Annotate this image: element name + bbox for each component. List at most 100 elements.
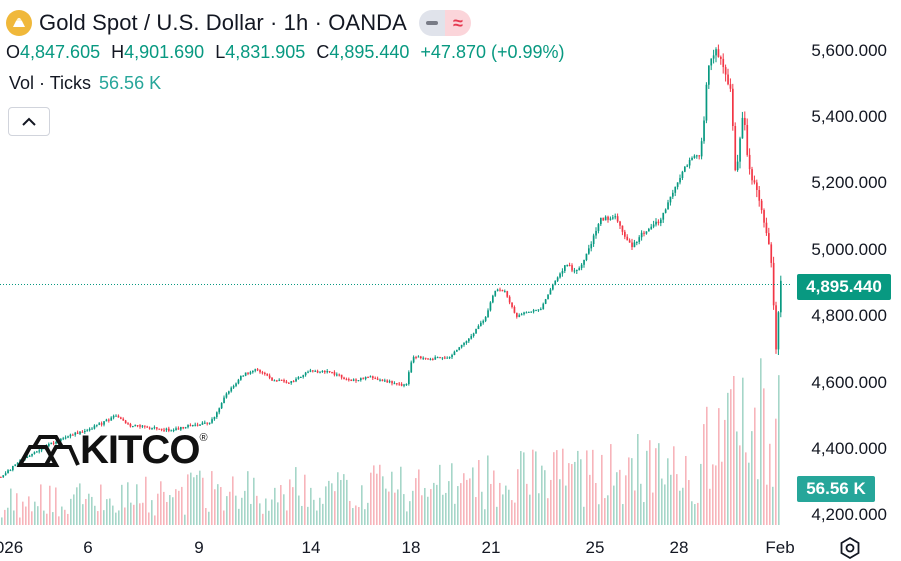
registered-mark: ® (199, 432, 208, 444)
volume-bar (67, 513, 69, 525)
candle-body (304, 372, 307, 376)
volume-bar (196, 474, 198, 525)
volume-bar (544, 470, 546, 525)
candle-body (67, 436, 69, 438)
candle-body (213, 416, 216, 420)
volume-bar (121, 484, 123, 525)
volume-bar (589, 474, 591, 525)
volume-bar (259, 503, 261, 525)
candle-body (477, 325, 480, 330)
volume-bar (646, 450, 648, 525)
candle-body (674, 186, 677, 193)
volume-bar (376, 473, 378, 525)
volume-bar (472, 467, 474, 525)
candle-body (252, 370, 254, 373)
volume-bar (664, 484, 666, 525)
volume-bar (649, 440, 651, 525)
candle-body (110, 417, 113, 421)
candle-body (681, 171, 684, 179)
candle-body (700, 141, 703, 157)
volume-bar (250, 503, 252, 525)
volume-bar (142, 502, 144, 525)
volume-bar (736, 431, 738, 525)
price-tick: 4,800.000 (811, 306, 887, 325)
high-label: H (111, 42, 125, 62)
candle-body (504, 291, 506, 293)
gold-symbol-icon[interactable] (6, 10, 32, 36)
volume-bar (679, 490, 681, 525)
volume-bar (718, 408, 720, 525)
volume-bar (532, 449, 534, 525)
candle-body (264, 372, 266, 375)
candle-body (444, 357, 446, 359)
volume-bar (766, 484, 768, 525)
volume-bar (400, 466, 402, 525)
wave-icon[interactable]: ≈ (444, 10, 471, 36)
time-label: 6 (83, 538, 93, 557)
candle-body (717, 49, 720, 57)
volume-bar (217, 484, 219, 525)
volume-bar (535, 451, 537, 525)
candle-body (307, 371, 309, 373)
volume-bar (439, 464, 441, 525)
candle-body (667, 202, 669, 210)
volume-bar (280, 485, 282, 525)
candle-body (223, 397, 225, 403)
volume-bar (88, 493, 90, 525)
symbol-title[interactable]: Gold Spot / U.S. Dollar · 1h · OANDA (39, 10, 407, 35)
volume-bar (601, 454, 603, 525)
volume-bar (373, 465, 375, 525)
candle-body (247, 372, 249, 374)
volume-bar (772, 486, 774, 525)
candle-body (530, 311, 533, 313)
candle-body (662, 212, 665, 220)
candle-body (492, 295, 494, 303)
minus-icon[interactable] (418, 10, 445, 36)
volume-bar (178, 490, 180, 525)
volume-bar (538, 493, 540, 525)
candle-body (439, 357, 441, 359)
candle-body (343, 377, 345, 380)
candle-body (686, 165, 689, 167)
volume-bar (112, 505, 114, 525)
time-label: 28 (669, 538, 689, 557)
volume-bar (208, 511, 210, 525)
volume-bar (160, 481, 162, 525)
candle-body (14, 464, 17, 466)
volume-bar (133, 504, 135, 525)
candle-body (225, 393, 228, 398)
candle-body (506, 291, 509, 297)
candle-body (278, 379, 281, 381)
candle-body (648, 228, 650, 232)
candle-body (148, 427, 151, 429)
candle-body (631, 242, 633, 248)
volume-bar (634, 490, 636, 525)
candle-body (259, 369, 261, 373)
candle-body (129, 423, 132, 427)
volume-bar (187, 474, 189, 525)
candle-body (736, 161, 739, 171)
status-pill[interactable]: ≈ (418, 10, 471, 36)
candle-body (691, 157, 693, 160)
candle-body (684, 166, 686, 172)
candle-body (348, 379, 350, 381)
volume-bar (310, 487, 312, 525)
volume-bar (640, 483, 642, 525)
volume-bar (127, 482, 129, 525)
collapse-legend-button[interactable] (8, 107, 50, 136)
candle-body (590, 244, 593, 249)
candle-body (487, 310, 489, 318)
volume-bar (415, 478, 417, 525)
settings-gear-icon[interactable] (838, 536, 862, 560)
candle-body (511, 302, 513, 308)
candle-body (710, 58, 713, 66)
candle-body (741, 117, 744, 139)
volume-bar (286, 510, 288, 525)
volume-bar (556, 450, 558, 525)
volume-bar (265, 498, 267, 525)
candle-body (703, 120, 705, 142)
volume-bar (748, 462, 750, 525)
close-value: 4,895.440 (329, 42, 410, 62)
volume-bar (688, 480, 690, 525)
